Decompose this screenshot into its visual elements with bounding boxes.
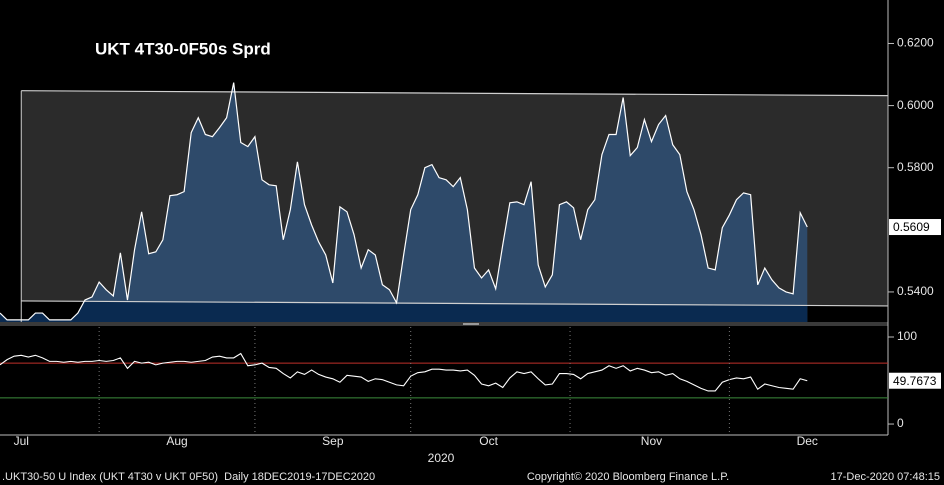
y-tick-label: 0 [897, 416, 904, 430]
x-tick-label: Oct [479, 434, 498, 448]
line [0, 352, 808, 392]
x-tick-label: Nov [641, 434, 662, 448]
footer-right: 17-Dec-2020 07:48:15 [831, 471, 940, 483]
divider-handle [463, 323, 479, 325]
y-tick-label: 0.5800 [897, 160, 934, 174]
y-tick-label: 0.6200 [897, 36, 934, 50]
last-value-label: 49.7673 [893, 374, 937, 388]
line [0, 82, 808, 321]
channel-lower [21, 300, 888, 307]
y-tick-label: 0.5400 [897, 284, 934, 298]
area-below-channel [0, 300, 808, 323]
last-value-tag [889, 372, 941, 389]
chart-title: UKT 4T30-0F50s Sprd [95, 39, 271, 58]
x-tick-label: Sep [322, 434, 344, 448]
footer-center: Copyright© 2020 Bloomberg Finance L.P. [527, 471, 729, 483]
area [0, 82, 808, 323]
y-tick-label: 100 [897, 329, 917, 343]
last-value-label: 0.5609 [893, 220, 930, 234]
channel-upper [21, 90, 888, 97]
panel-divider [0, 322, 888, 326]
y-tick-label: 0.6000 [897, 98, 934, 112]
main-panel [0, 82, 888, 323]
x-tick-label: Aug [166, 434, 187, 448]
x-axis-label: 2020 [428, 451, 455, 465]
footer-left: .UKT30-50 U Index (UKT 4T30 v UKT 0F50) … [2, 471, 375, 483]
x-tick-label: Jul [14, 434, 29, 448]
last-value-tag [889, 219, 941, 236]
x-tick-label: Dec [797, 434, 818, 448]
